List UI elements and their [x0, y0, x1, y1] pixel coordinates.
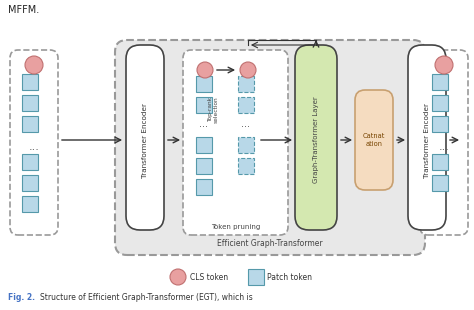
Bar [22, 196, 38, 212]
FancyBboxPatch shape [408, 45, 446, 230]
Bar [196, 137, 212, 153]
FancyBboxPatch shape [420, 50, 468, 235]
Text: Efficient Graph-Transformer: Efficient Graph-Transformer [217, 239, 323, 248]
Text: ...: ... [200, 119, 209, 129]
Bar [22, 175, 38, 191]
Bar [432, 74, 448, 90]
Text: Fig. 2.: Fig. 2. [8, 294, 35, 303]
Bar [432, 95, 448, 111]
Text: MFFM.: MFFM. [8, 5, 39, 15]
FancyBboxPatch shape [115, 40, 425, 255]
Bar [196, 158, 212, 174]
Text: Graph-Transformer Layer: Graph-Transformer Layer [313, 97, 319, 184]
Text: Top-rank
selection: Top-rank selection [208, 97, 219, 123]
Bar [22, 116, 38, 132]
Text: ...: ... [241, 119, 250, 129]
Circle shape [435, 56, 453, 74]
Bar [432, 116, 448, 132]
Circle shape [170, 269, 186, 285]
Text: CLS token: CLS token [190, 272, 228, 281]
FancyBboxPatch shape [183, 50, 288, 235]
Bar [196, 179, 212, 195]
Text: ...: ... [438, 142, 449, 152]
Bar [22, 154, 38, 170]
FancyBboxPatch shape [355, 90, 393, 190]
Bar [196, 97, 212, 113]
FancyBboxPatch shape [126, 45, 164, 230]
Bar [238, 137, 254, 153]
Bar [196, 76, 212, 92]
Bar [432, 154, 448, 170]
Text: Patch token: Patch token [267, 272, 312, 281]
Text: Catnat
ation: Catnat ation [363, 134, 385, 147]
Text: Structure of Efficient Graph-Transformer (EGT), which is: Structure of Efficient Graph-Transformer… [40, 294, 253, 303]
Text: ...: ... [28, 142, 39, 152]
Bar [248, 269, 264, 285]
Bar [22, 74, 38, 90]
Text: Transformer Encoder: Transformer Encoder [424, 103, 430, 178]
Text: Transformer Encoder: Transformer Encoder [142, 103, 148, 178]
FancyBboxPatch shape [10, 50, 58, 235]
Text: Token pruning: Token pruning [211, 224, 261, 230]
Bar [432, 175, 448, 191]
Bar [238, 158, 254, 174]
Bar [238, 76, 254, 92]
FancyBboxPatch shape [295, 45, 337, 230]
Bar [22, 95, 38, 111]
Circle shape [197, 62, 213, 78]
Circle shape [25, 56, 43, 74]
Bar [238, 97, 254, 113]
Circle shape [240, 62, 256, 78]
